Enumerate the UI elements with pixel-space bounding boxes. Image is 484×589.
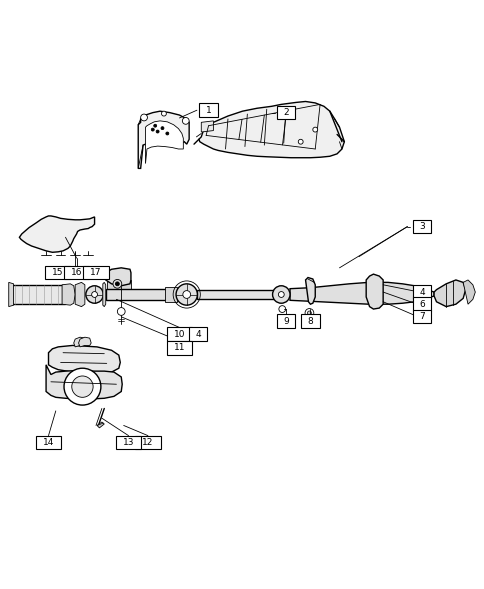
- Polygon shape: [9, 282, 14, 307]
- Circle shape: [156, 130, 159, 133]
- Circle shape: [182, 117, 189, 124]
- Text: 10: 10: [173, 330, 185, 339]
- FancyBboxPatch shape: [188, 327, 207, 341]
- Circle shape: [272, 286, 289, 303]
- Polygon shape: [145, 121, 183, 164]
- Text: 15: 15: [51, 268, 63, 277]
- Polygon shape: [433, 280, 465, 307]
- Text: 4: 4: [195, 330, 200, 339]
- Circle shape: [153, 124, 156, 127]
- Circle shape: [72, 376, 93, 398]
- FancyBboxPatch shape: [412, 310, 430, 323]
- Circle shape: [86, 286, 103, 303]
- Circle shape: [176, 284, 197, 305]
- Polygon shape: [197, 290, 278, 299]
- Polygon shape: [201, 121, 213, 132]
- Circle shape: [117, 307, 125, 315]
- Circle shape: [161, 127, 164, 130]
- FancyBboxPatch shape: [64, 266, 89, 279]
- Circle shape: [115, 282, 119, 286]
- Polygon shape: [74, 337, 87, 347]
- Polygon shape: [62, 284, 75, 305]
- Circle shape: [91, 292, 97, 297]
- Circle shape: [151, 128, 154, 131]
- FancyBboxPatch shape: [116, 436, 141, 449]
- Text: 14: 14: [43, 438, 54, 447]
- Polygon shape: [103, 282, 106, 307]
- Polygon shape: [97, 422, 104, 428]
- FancyBboxPatch shape: [199, 104, 217, 117]
- FancyBboxPatch shape: [36, 436, 61, 449]
- Circle shape: [304, 309, 313, 317]
- FancyBboxPatch shape: [412, 297, 430, 311]
- Circle shape: [298, 140, 302, 144]
- Circle shape: [166, 132, 168, 135]
- Polygon shape: [106, 289, 184, 300]
- Polygon shape: [106, 268, 131, 286]
- Polygon shape: [462, 280, 474, 304]
- Text: 12: 12: [142, 438, 153, 447]
- FancyBboxPatch shape: [135, 436, 160, 449]
- Polygon shape: [106, 280, 131, 297]
- FancyBboxPatch shape: [276, 106, 295, 120]
- Polygon shape: [78, 337, 91, 347]
- Polygon shape: [198, 101, 344, 158]
- FancyBboxPatch shape: [166, 327, 192, 341]
- Circle shape: [307, 311, 311, 315]
- Circle shape: [113, 279, 121, 288]
- Circle shape: [161, 111, 166, 116]
- Circle shape: [182, 290, 190, 299]
- Polygon shape: [165, 287, 177, 302]
- Text: 4: 4: [418, 287, 424, 297]
- FancyBboxPatch shape: [412, 285, 430, 299]
- Circle shape: [278, 292, 284, 297]
- Text: 1: 1: [205, 105, 211, 115]
- Text: 13: 13: [122, 438, 134, 447]
- Text: 11: 11: [173, 343, 185, 352]
- FancyBboxPatch shape: [412, 220, 430, 233]
- Polygon shape: [75, 282, 85, 307]
- Circle shape: [140, 114, 147, 121]
- Text: 16: 16: [71, 268, 82, 277]
- Polygon shape: [305, 277, 315, 304]
- Polygon shape: [48, 345, 120, 373]
- Polygon shape: [365, 274, 382, 309]
- Text: 9: 9: [283, 317, 288, 326]
- FancyBboxPatch shape: [83, 266, 108, 279]
- Text: 8: 8: [307, 317, 313, 326]
- FancyBboxPatch shape: [166, 341, 192, 355]
- Polygon shape: [289, 282, 433, 304]
- FancyBboxPatch shape: [45, 266, 70, 279]
- Text: 3: 3: [418, 222, 424, 231]
- Text: 6: 6: [418, 300, 424, 309]
- Polygon shape: [46, 365, 122, 399]
- Text: 17: 17: [90, 268, 102, 277]
- Polygon shape: [19, 216, 94, 252]
- FancyBboxPatch shape: [276, 315, 295, 328]
- Text: 2: 2: [283, 108, 288, 117]
- Circle shape: [312, 127, 317, 132]
- Circle shape: [278, 306, 285, 312]
- Circle shape: [64, 368, 101, 405]
- Polygon shape: [10, 285, 65, 304]
- Text: 7: 7: [418, 312, 424, 321]
- Polygon shape: [138, 111, 189, 168]
- FancyBboxPatch shape: [301, 315, 319, 328]
